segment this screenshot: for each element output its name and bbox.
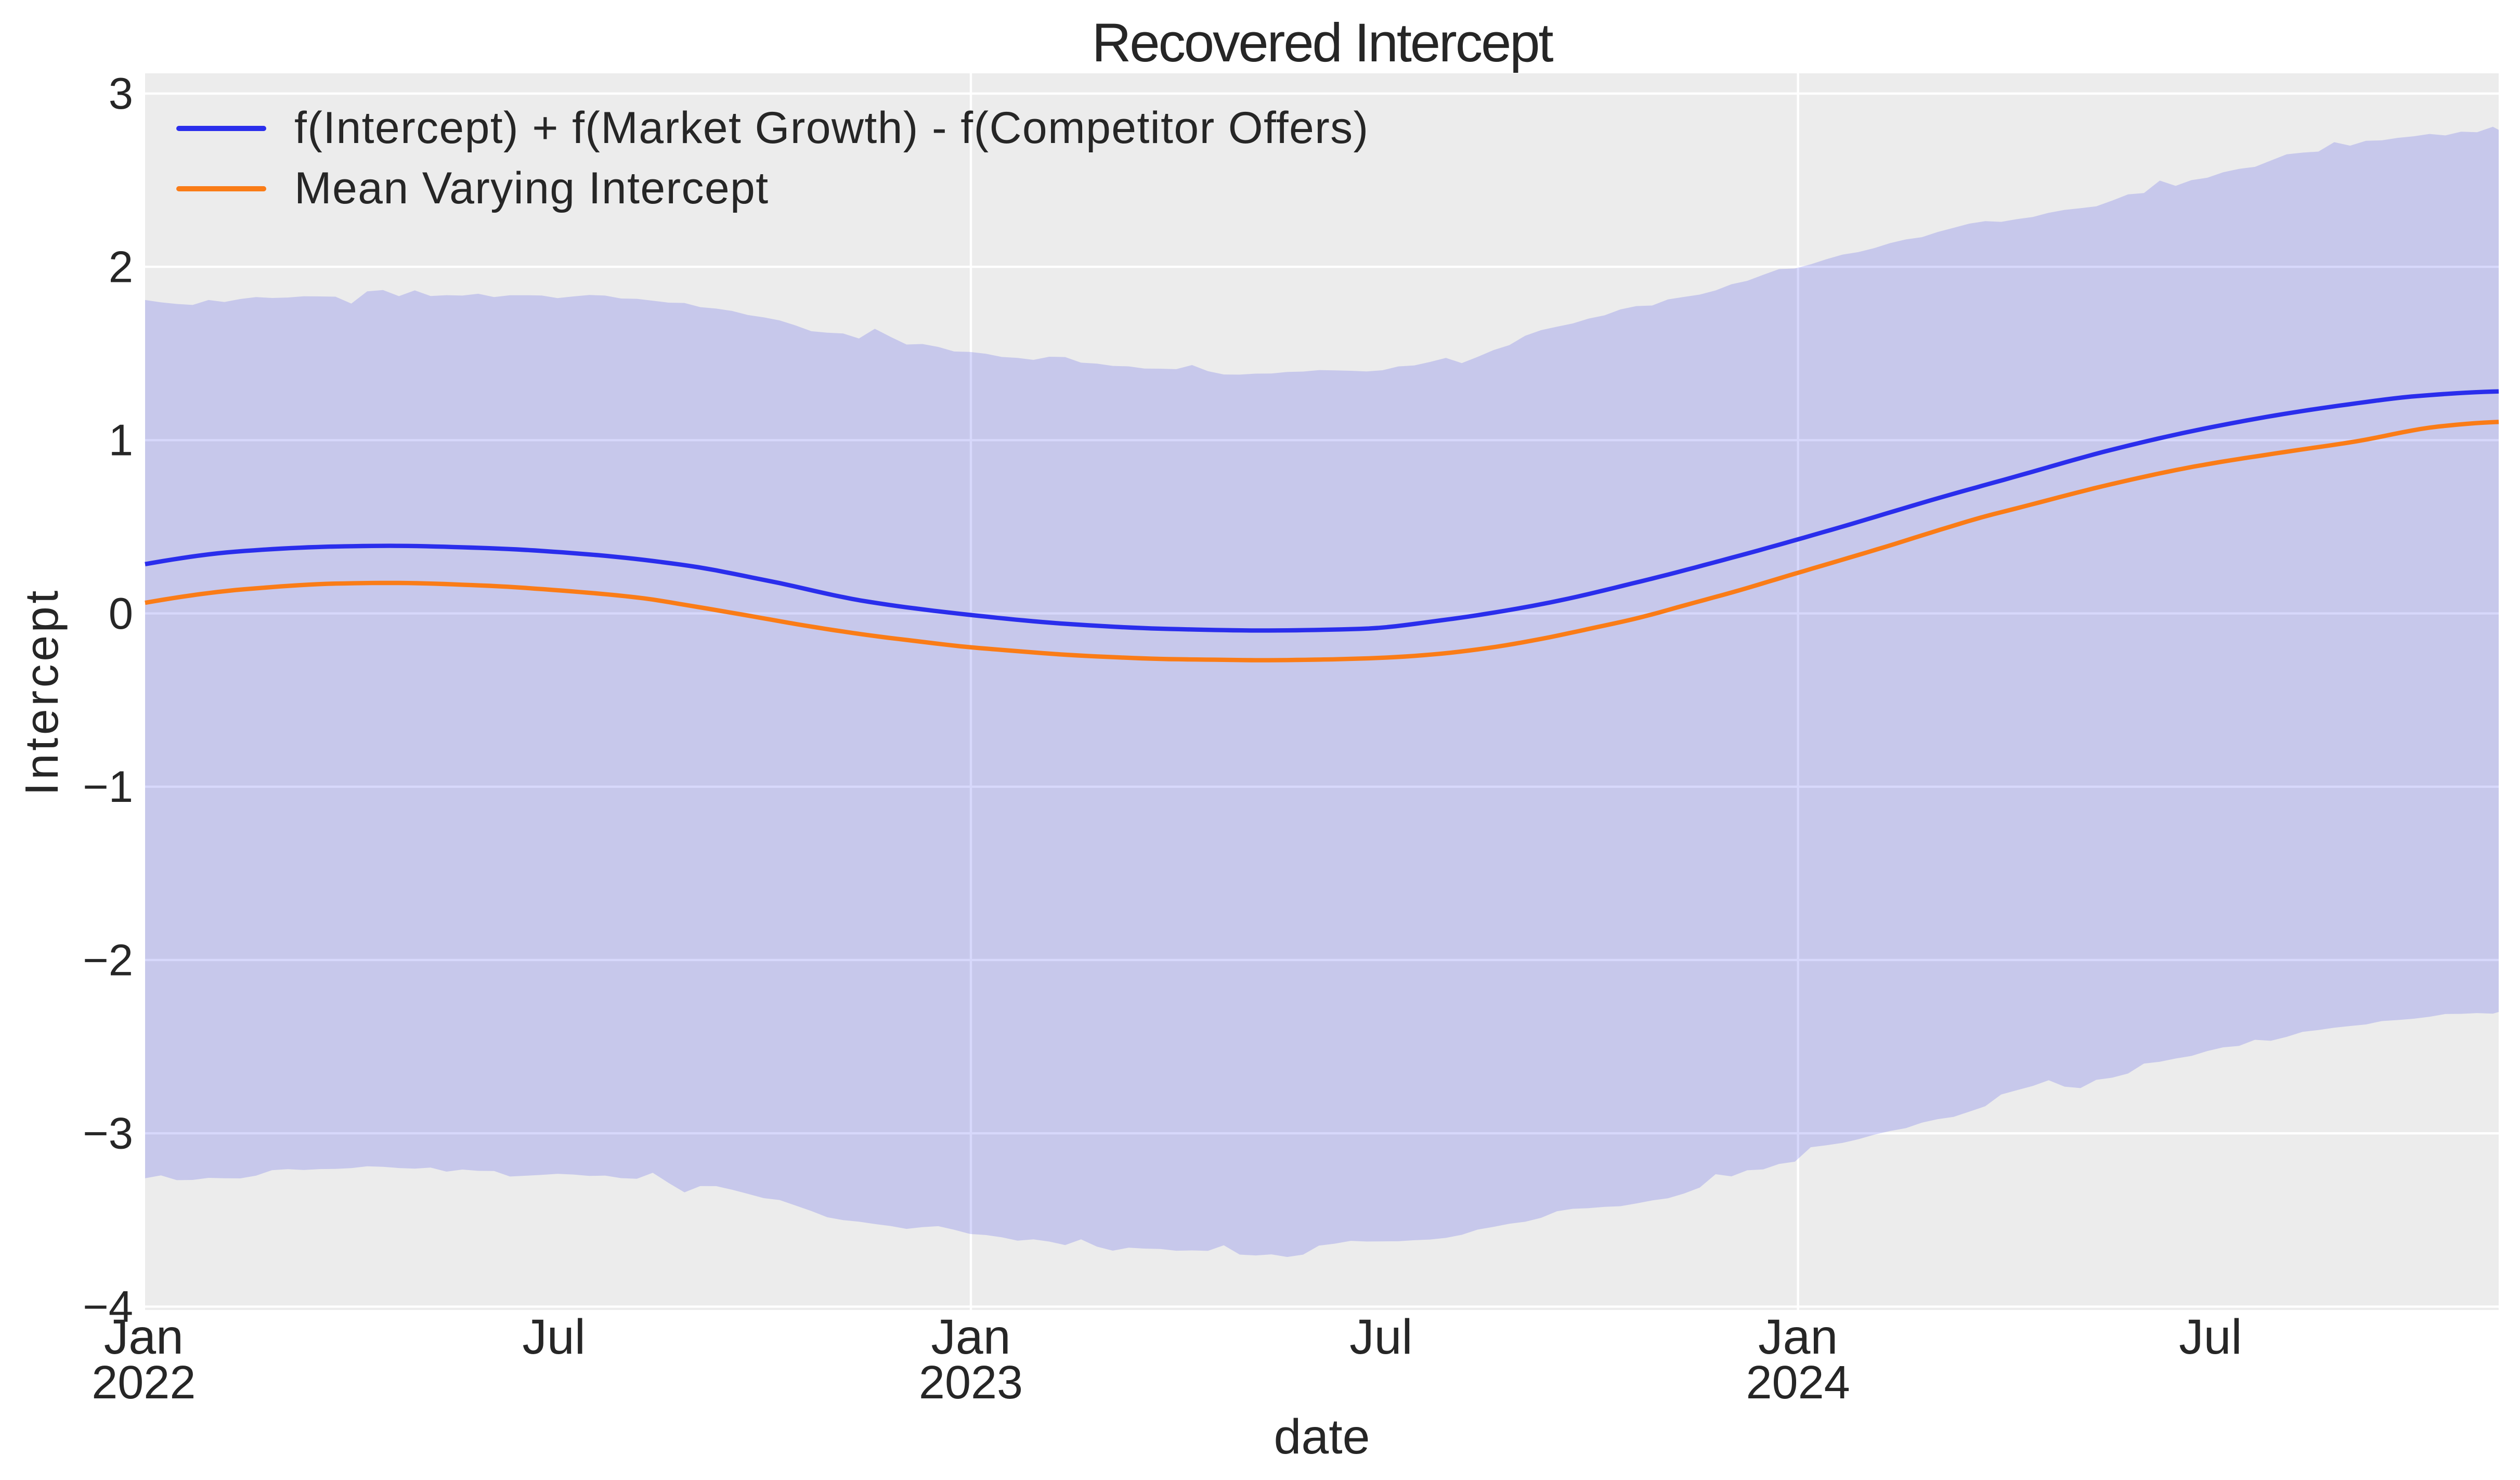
svg-text:Jul: Jul [2179, 1309, 2242, 1365]
svg-text:Jan: Jan [1758, 1309, 1838, 1365]
svg-text:Jul: Jul [522, 1309, 585, 1365]
svg-text:f(Intercept) + f(Market Growth: f(Intercept) + f(Market Growth) - f(Comp… [294, 103, 1369, 153]
svg-text:0: 0 [109, 589, 133, 639]
svg-text:2023: 2023 [919, 1357, 1023, 1409]
svg-text:2: 2 [109, 242, 133, 292]
svg-text:date: date [1274, 1409, 1370, 1464]
svg-text:2022: 2022 [92, 1357, 196, 1409]
svg-text:Recovered Intercept: Recovered Intercept [1092, 12, 1554, 73]
svg-text:1: 1 [109, 416, 133, 465]
svg-text:−4: −4 [83, 1282, 133, 1332]
svg-text:−3: −3 [83, 1109, 133, 1159]
svg-text:3: 3 [109, 69, 133, 119]
svg-text:−1: −1 [83, 762, 133, 812]
svg-text:2024: 2024 [1746, 1357, 1850, 1409]
svg-text:−2: −2 [83, 936, 133, 985]
svg-text:Jul: Jul [1349, 1309, 1412, 1365]
svg-text:Jan: Jan [104, 1309, 184, 1365]
svg-text:Jan: Jan [931, 1309, 1010, 1365]
svg-text:Mean Varying Intercept: Mean Varying Intercept [294, 163, 769, 213]
svg-text:Intercept: Intercept [16, 588, 68, 796]
